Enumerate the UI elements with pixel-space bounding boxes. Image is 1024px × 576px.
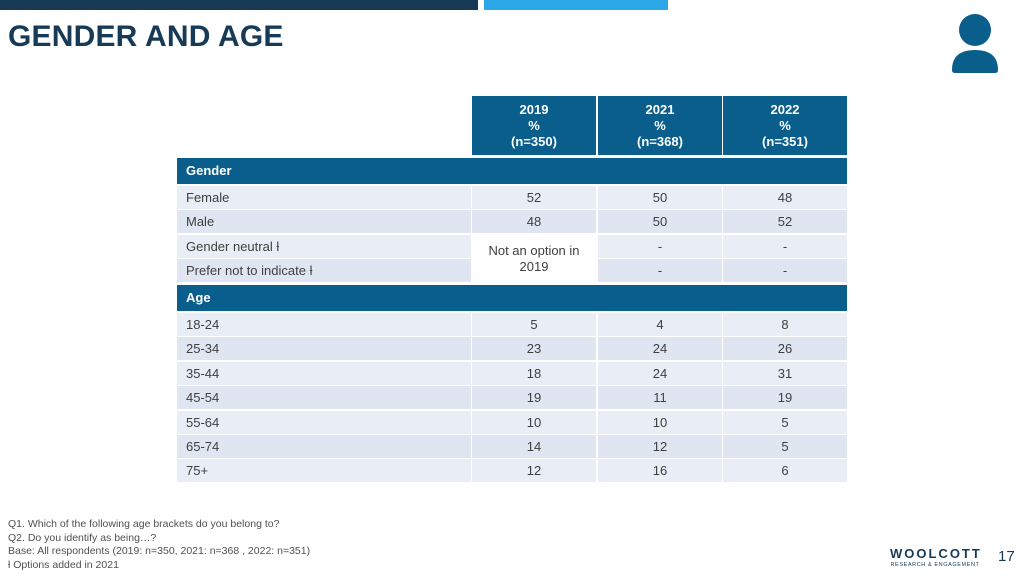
logo-tagline: RESEARCH & ENGAGEMENT: [890, 562, 980, 568]
table-row: 65-74 14 12 5: [177, 435, 847, 459]
cell-2019: 10: [472, 411, 596, 434]
cell-2019: 48: [472, 210, 596, 233]
cell-2021: 50: [598, 186, 722, 209]
row-label: 65-74: [177, 435, 471, 458]
cell-2021: 4: [598, 313, 722, 336]
row-label: Gender neutral ƚ: [177, 235, 471, 258]
cell-2021: 24: [598, 362, 722, 385]
column-header-2022: 2022 % (n=351): [723, 96, 847, 155]
row-label: 35-44: [177, 362, 471, 385]
row-label: Male: [177, 210, 471, 233]
cell-2022: -: [723, 259, 847, 282]
column-unit: %: [654, 117, 666, 133]
cell-2022: 19: [723, 386, 847, 409]
cell-2021: 11: [598, 386, 722, 409]
top-bar-accent: [484, 0, 668, 10]
cell-2022: 6: [723, 459, 847, 482]
column-year: 2021: [645, 101, 675, 117]
footnote-q2: Q2. Do you identify as being…?: [8, 531, 157, 544]
column-year: 2022: [770, 101, 800, 117]
cell-2019: 14: [472, 435, 596, 458]
footnote-q1: Q1. Which of the following age brackets …: [8, 518, 280, 530]
not-an-option-note: Not an option in 2019: [472, 235, 596, 283]
table-row: 18-24 5 4 8: [177, 313, 847, 337]
row-label: Female: [177, 186, 471, 209]
cell-2019: 52: [472, 186, 596, 209]
cell-2021: 12: [598, 435, 722, 458]
top-bar-dark: [0, 0, 478, 10]
column-unit: %: [779, 117, 791, 133]
cell-2019: 12: [472, 459, 596, 482]
column-header-2019: 2019 % (n=350): [472, 96, 596, 155]
table-row: Male 48 50 52: [177, 210, 847, 234]
cell-2019: 19: [472, 386, 596, 409]
logo-name: WOOLCOTT: [890, 546, 982, 561]
cell-2021: -: [598, 235, 722, 258]
footnote-options: ƚ Options added in 2021: [8, 558, 119, 571]
column-n: (n=350): [511, 133, 557, 149]
table-row: 45-54 19 11 19: [177, 386, 847, 410]
page-number: 17: [998, 548, 1015, 565]
row-label: 75+: [177, 459, 471, 482]
person-icon: [952, 14, 998, 73]
column-unit: %: [528, 117, 540, 133]
cell-2022: 31: [723, 362, 847, 385]
section-header-gender: Gender: [177, 158, 847, 184]
cell-2021: -: [598, 259, 722, 282]
cell-2019: 18: [472, 362, 596, 385]
cell-2021: 16: [598, 459, 722, 482]
row-label: 45-54: [177, 386, 471, 409]
row-label: 25-34: [177, 337, 471, 360]
cell-2022: 5: [723, 435, 847, 458]
table-row: Gender neutral ƚ - -: [177, 235, 847, 259]
page-title: GENDER AND AGE: [8, 20, 284, 53]
cell-2021: 24: [598, 337, 722, 360]
cell-2021: 10: [598, 411, 722, 434]
cell-2021: 50: [598, 210, 722, 233]
cell-2019: 23: [472, 337, 596, 360]
footnotes: Q1. Which of the following age brackets …: [8, 518, 310, 572]
column-header-2021: 2021 % (n=368): [598, 96, 722, 155]
cell-2022: 5: [723, 411, 847, 434]
cell-2019: 5: [472, 313, 596, 336]
column-n: (n=351): [762, 133, 808, 149]
table-row: 35-44 18 24 31: [177, 362, 847, 386]
cell-2022: 48: [723, 186, 847, 209]
section-header-age: Age: [177, 285, 847, 311]
table-row: Female 52 50 48: [177, 186, 847, 210]
column-year: 2019: [519, 101, 549, 117]
cell-2022: -: [723, 235, 847, 258]
table-row: 55-64 10 10 5: [177, 411, 847, 435]
cell-2022: 52: [723, 210, 847, 233]
table-row: 75+ 12 16 6: [177, 459, 847, 483]
cell-2022: 8: [723, 313, 847, 336]
table-row: 25-34 23 24 26: [177, 337, 847, 361]
woolcott-logo: WOOLCOTT RESEARCH & ENGAGEMENT: [890, 547, 980, 569]
cell-2022: 26: [723, 337, 847, 360]
row-label: 55-64: [177, 411, 471, 434]
footnote-base: Base: All respondents (2019: n=350, 2021…: [8, 545, 311, 557]
row-label: 18-24: [177, 313, 471, 336]
column-n: (n=368): [637, 133, 683, 149]
row-label: Prefer not to indicate ƚ: [177, 259, 471, 282]
table-row: Prefer not to indicate ƚ - -: [177, 259, 847, 283]
